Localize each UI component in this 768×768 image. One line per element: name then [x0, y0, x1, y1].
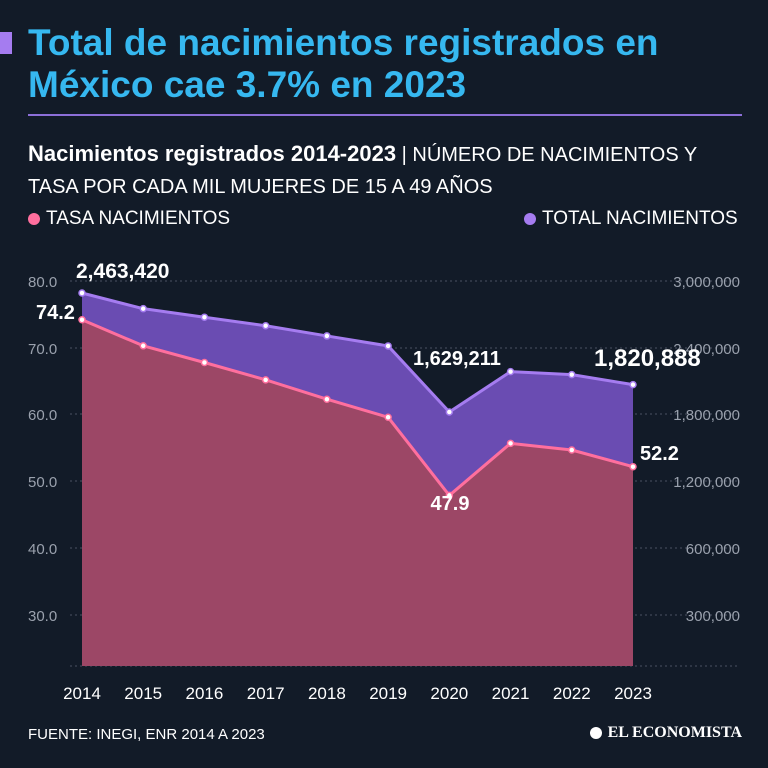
right-axis-tick: 2,400,000: [673, 341, 740, 358]
left-axis-tick: 70.0: [28, 341, 57, 358]
rate-point: [629, 462, 637, 471]
rate-point: [568, 446, 576, 454]
total-point: [323, 332, 331, 340]
total-2014-label: 2,463,420: [76, 260, 169, 283]
left-axis-tick: 80.0: [28, 274, 57, 291]
rate-point: [445, 491, 454, 500]
legend-rate-swatch: [28, 213, 40, 225]
x-axis-tick: 2021: [492, 684, 530, 703]
total-2023-label: 1,820,888: [594, 345, 701, 372]
total-point: [445, 408, 454, 416]
total-point: [139, 304, 147, 313]
right-axis-tick: 1,200,000: [673, 474, 740, 491]
brand-name: EL ECONOMISTA: [607, 724, 742, 741]
title-divider: [28, 114, 742, 116]
title-accent-bar: [0, 32, 12, 54]
brand-logo: EL ECONOMISTA: [589, 724, 742, 742]
rate-point: [323, 395, 331, 403]
total-line: [81, 291, 634, 414]
right-axis-tick: 300,000: [686, 608, 740, 625]
rate-point: [261, 376, 270, 384]
x-axis-tick: 2014: [63, 684, 101, 703]
chart-subtitle: Nacimientos registrados 2014-2023 | NÚME…: [28, 138, 748, 203]
left-axis-tick: 30.0: [28, 608, 57, 625]
chart-subtitle-main: Nacimientos registrados 2014-2023: [28, 141, 397, 166]
left-axis-tick: 60.0: [28, 407, 57, 424]
total-point: [506, 367, 515, 376]
chart-subtitle-detail: | NÚMERO DE NACIMIENTOS Y TASA POR CADA …: [28, 144, 697, 198]
rate-2014-label: 74.2: [36, 302, 75, 324]
x-axis-tick: 2023: [614, 684, 652, 703]
rate-2023-label: 52.2: [640, 443, 679, 465]
rate-area: [82, 319, 633, 666]
x-axis-tick: 2019: [369, 684, 407, 703]
total-point: [384, 342, 392, 350]
rate-point: [78, 315, 86, 324]
right-axis-tick: 1,800,000: [673, 407, 740, 424]
x-axis-tick: 2017: [247, 684, 285, 703]
total-point: [568, 370, 576, 379]
rate-point: [139, 342, 147, 350]
x-axis-tick: 2020: [430, 684, 468, 703]
rate-point: [200, 358, 209, 367]
right-axis-tick: 600,000: [686, 541, 740, 558]
source-note: FUENTE: INEGI, ENR 2014 A 2023: [28, 726, 265, 743]
legend-rate: TASA NACIMIENTOS: [28, 208, 230, 230]
x-axis-tick: 2022: [553, 684, 591, 703]
rate-point: [506, 439, 515, 448]
x-axis-tick: 2016: [186, 684, 224, 703]
total-point: [200, 313, 209, 321]
left-axis-tick: 40.0: [28, 541, 57, 558]
brand-mark-icon: [589, 727, 602, 739]
total-point: [261, 321, 270, 330]
rate-line: [81, 318, 634, 497]
total-2020-label: 1,629,211: [413, 348, 501, 370]
legend-rate-label: TASA NACIMIENTOS: [46, 208, 231, 229]
page-title: Total de nacimientos registrados en Méxi…: [28, 22, 659, 105]
x-axis-tick: 2018: [308, 684, 346, 703]
left-axis-tick: 50.0: [28, 474, 57, 491]
rate-point: [384, 413, 392, 422]
rate-2020-label: 47.9: [431, 493, 470, 515]
total-point: [78, 289, 86, 297]
legend-total-swatch: [524, 213, 536, 225]
total-point: [629, 380, 637, 389]
right-axis-tick: 3,000,000: [673, 274, 740, 291]
legend-total-label: TOTAL NACIMIENTOS: [542, 208, 738, 229]
legend-total: TOTAL NACIMIENTOS: [524, 208, 738, 230]
x-axis-tick: 2015: [124, 684, 162, 703]
